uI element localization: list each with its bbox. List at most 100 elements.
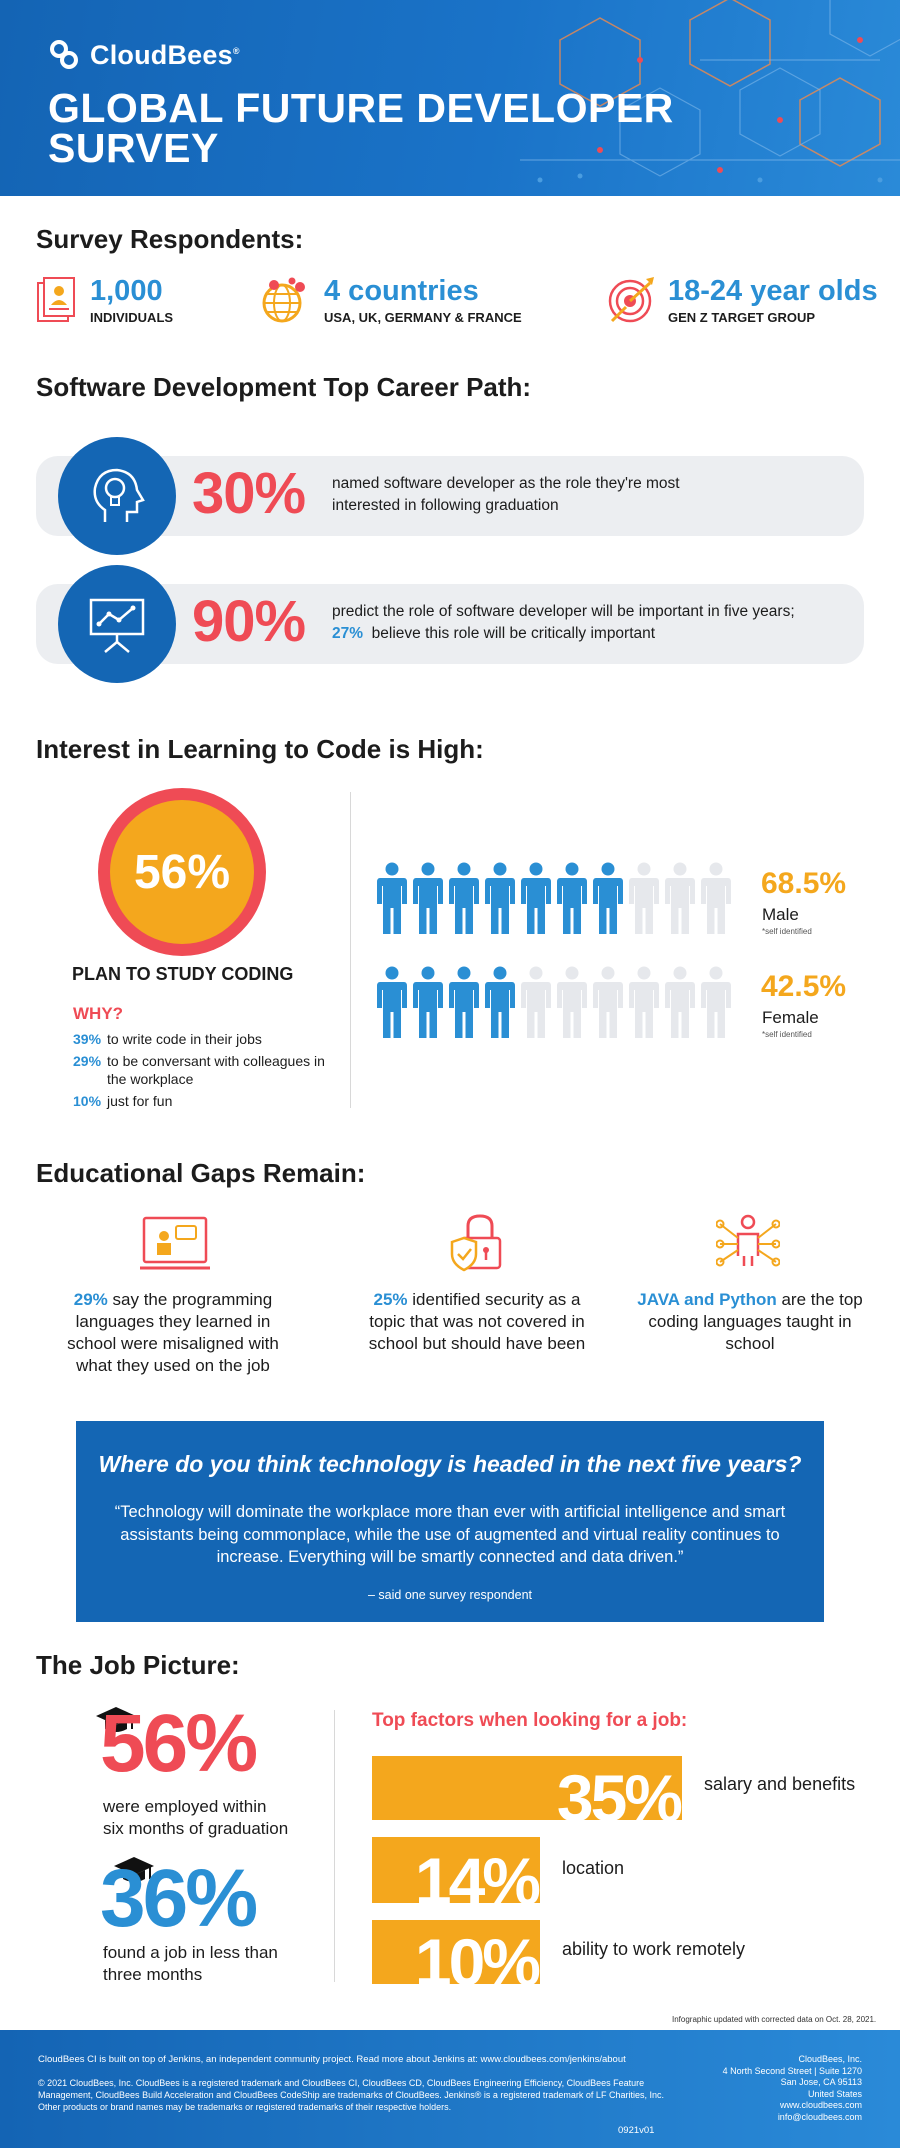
quote-box: Where do you think technology is headed …: [76, 1421, 824, 1622]
factor-label-location: location: [562, 1858, 625, 1878]
male-note: *self identified: [762, 927, 812, 936]
gap-body-1: say the programming languages they learn…: [67, 1290, 279, 1375]
factor-bar-remote: 10%: [372, 1920, 540, 1984]
career-text-1-line1: named software developer as the role the…: [332, 475, 680, 492]
gap-hl-1: 29%: [73, 1290, 108, 1309]
career-text-2-pct: 27%: [332, 625, 364, 642]
quote-attribution: – said one survey respondent: [368, 1588, 532, 1602]
job-stat-pct-2: 36%: [100, 1853, 258, 1944]
age-range: 18-24 year olds: [668, 275, 878, 307]
countries-count: 4 countries: [324, 275, 479, 307]
person-icon: [593, 862, 623, 934]
factor-pct: 14%: [414, 1844, 540, 1903]
plan-to-study-label: PLAN TO STUDY CODING: [72, 964, 294, 984]
factor-pct: 35%: [556, 1761, 682, 1820]
male-people-row: [376, 862, 732, 936]
footer-jenkins-note: CloudBees CI is built on top of Jenkins,…: [38, 2054, 626, 2065]
address-line: CloudBees, Inc.: [798, 2054, 862, 2064]
respondents-count: 1,000: [90, 275, 163, 307]
gap-hl-2: 25%: [373, 1290, 408, 1309]
person-icon: [485, 966, 515, 1038]
address-line: San Jose, CA 95113: [780, 2077, 862, 2087]
jobs-title: The Job Picture:: [36, 1650, 240, 1680]
person-icon: [701, 966, 731, 1038]
female-people-row: [376, 966, 732, 1040]
person-icon: [557, 966, 587, 1038]
factor-pct: 10%: [414, 1925, 540, 1984]
brand-name: CloudBees: [90, 39, 233, 70]
lightbulb-head-icon: [93, 468, 145, 522]
header-banner: CloudBees® GLOBAL FUTURE DEVELOPER SURVE…: [0, 0, 900, 196]
coding-pct-ring: 56%: [98, 788, 266, 956]
respondents-age: 18-24 year olds GEN Z TARGET GROUP: [606, 275, 878, 325]
person-icon: [449, 862, 479, 934]
factor-label-salary: salary and benefits: [704, 1774, 856, 1794]
career-text-1-line2: interested in following graduation: [332, 497, 559, 514]
male-label: Male: [762, 905, 799, 924]
reason-pct: 10%: [73, 1093, 102, 1109]
respondents-individuals: 1,000 INDIVIDUALS: [36, 275, 173, 325]
factors-title: Top factors when looking for a job:: [372, 1710, 688, 1731]
divider: [334, 1710, 335, 1982]
reason-text: just for fun: [107, 1093, 173, 1109]
career-text-2: predict the role of software developer w…: [332, 601, 795, 645]
hexagon-pattern: [520, 0, 900, 183]
job-stat-caption-1: were employed within six months of gradu…: [103, 1796, 288, 1840]
reason-item: 39% to write code in their jobs: [73, 1030, 262, 1048]
person-icon: [413, 862, 443, 934]
registered-mark: ®: [232, 45, 240, 56]
job-stat-2-line1: found a job in less than: [103, 1943, 278, 1962]
website-link[interactable]: www.cloudbees.com: [779, 2100, 862, 2110]
age-range-label: GEN Z TARGET GROUP: [668, 310, 816, 325]
person-icon: [485, 862, 515, 934]
person-icon: [665, 862, 695, 934]
person-icon: [521, 966, 551, 1038]
coding-pct: 56%: [133, 845, 231, 899]
footer-legal: © 2021 CloudBees, Inc. CloudBees is a re…: [38, 2078, 664, 2112]
countries-list: USA, UK, GERMANY & FRANCE: [324, 310, 522, 325]
job-stat-2-line2: three months: [103, 1965, 203, 1984]
graduation-cap-icon: [96, 1707, 136, 1732]
career-icon-circle-2: [58, 565, 176, 683]
address-line: United States: [807, 2088, 862, 2099]
career-pct-90: 90%: [192, 589, 306, 654]
reason-text: to write code in their jobs: [107, 1031, 262, 1047]
gap-body-2: identified security as a topic that was …: [368, 1290, 586, 1353]
female-pct: 42.5%: [761, 970, 847, 1003]
why-heading: WHY?: [73, 1004, 124, 1023]
gap-body-3: are the top coding languages taught in s…: [648, 1290, 863, 1353]
page-title: GLOBAL FUTURE DEVELOPER SURVEY: [48, 88, 674, 171]
female-note: *self identified: [762, 1030, 812, 1039]
factor-label-remote: ability to work remotely: [562, 1939, 746, 1959]
person-icon: [377, 966, 407, 1038]
cloudbees-logo: CloudBees®: [48, 38, 240, 72]
person-icon: [377, 862, 407, 934]
presentation-chart-icon: [89, 598, 145, 653]
divider: [350, 792, 351, 1108]
factor-bar-location: 14%: [372, 1837, 540, 1903]
reason-item: 29% to be conversant with colleagues in …: [73, 1052, 333, 1088]
cloudbees-logo-icon: [50, 40, 78, 69]
quote-body: “Technology will dominate the workplace …: [114, 1503, 786, 1566]
female-label: Female: [762, 1008, 819, 1027]
person-icon: [557, 862, 587, 934]
gap-text-1: 29% say the programming languages they l…: [58, 1289, 288, 1377]
documents-icon: [37, 277, 75, 322]
padlock-shield-icon: [450, 1214, 502, 1272]
person-icon: [629, 862, 659, 934]
respondents-countries: 4 countries USA, UK, GERMANY & FRANCE: [256, 275, 522, 325]
male-pct: 68.5%: [761, 867, 847, 900]
job-stat-1-line1: were employed within: [103, 1797, 267, 1816]
person-icon: [593, 966, 623, 1038]
laptop-chat-icon: [140, 1216, 210, 1270]
title-line-2: SURVEY: [48, 125, 219, 171]
gap-hl-3: JAVA and Python: [637, 1290, 777, 1309]
career-pct-30: 30%: [192, 461, 306, 526]
footer-address: CloudBees, Inc. 4 North Second Street | …: [642, 2054, 862, 2123]
person-icon: [701, 862, 731, 934]
factor-bar-salary: 35%: [372, 1756, 682, 1820]
job-stat-pct-1: 56%: [100, 1698, 258, 1789]
gap-text-3: JAVA and Python are the top coding langu…: [636, 1289, 864, 1355]
person-icon: [449, 966, 479, 1038]
email-link[interactable]: info@cloudbees.com: [777, 2111, 862, 2122]
